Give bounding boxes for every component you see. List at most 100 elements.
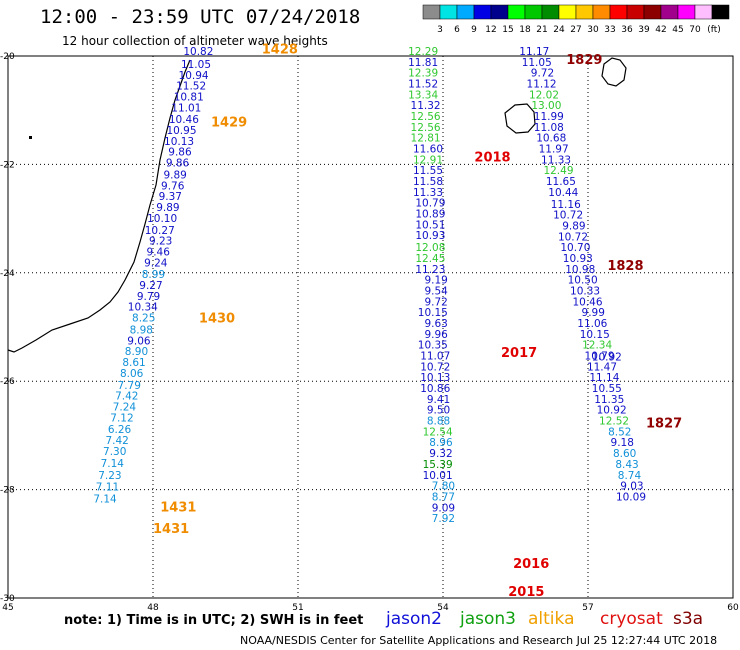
lat-tick-label: -28	[0, 486, 15, 496]
wave-height-values: 10.8211.0510.9411.5210.8111.0110.4610.95…	[93, 46, 646, 525]
scale-label: 36	[621, 25, 633, 35]
scale-label: 21	[536, 25, 547, 35]
swh-value: 9.63	[424, 318, 447, 330]
scale-label: 42	[655, 25, 666, 35]
swh-value: 8.98	[130, 325, 153, 337]
scale-swatch	[439, 4, 458, 20]
swh-value: 11.99	[534, 111, 564, 123]
swh-value: 10.13	[164, 136, 194, 148]
swh-value: 9.86	[166, 158, 190, 170]
swh-value: 9.27	[139, 280, 162, 292]
swh-value: 10.51	[415, 219, 445, 231]
swh-value: 10.13	[420, 372, 450, 384]
scale-label: 15	[502, 25, 513, 35]
swh-value: 12.34	[582, 340, 612, 352]
swh-value: 13.00	[531, 100, 561, 112]
scale-swatch	[660, 4, 679, 20]
swh-value: 10.27	[145, 225, 175, 237]
scale-swatch	[643, 4, 662, 20]
pass-label: 1829	[566, 53, 602, 68]
swh-value: 11.97	[539, 143, 569, 155]
swh-value: 9.50	[427, 405, 450, 417]
swh-value: 7.14	[101, 458, 125, 470]
swh-value: 11.14	[589, 372, 619, 384]
swh-value: 10.92	[592, 352, 622, 364]
swh-value: 7.92	[432, 513, 455, 525]
swh-value: 12.56	[411, 111, 441, 123]
scale-swatch	[456, 4, 475, 20]
pass-label: 1827	[646, 416, 682, 431]
note-text: note: 1) Time is in UTC; 2) SWH is in fe…	[64, 613, 364, 628]
swh-value: 9.89	[156, 202, 179, 214]
swh-value: 9.54	[424, 285, 448, 297]
swh-value: 7.24	[113, 401, 137, 413]
swh-value: 15.39	[423, 459, 453, 471]
swh-value: 10.94	[179, 70, 209, 82]
track-labels: 1428 1429 1430 1431 1431 2018 2017 2016 2015 1829…	[153, 42, 682, 600]
swh-value: 7.12	[110, 412, 133, 424]
swh-value: 9.72	[424, 296, 447, 308]
swh-value: 8.61	[122, 357, 145, 369]
swh-value: 9.32	[429, 448, 452, 460]
swh-value: 10.86	[420, 383, 450, 395]
scale-swatch	[677, 4, 696, 20]
swh-value: 9.23	[149, 236, 172, 248]
scale-label: 3	[437, 25, 443, 35]
swh-value: 13.34	[408, 89, 438, 101]
swh-value: 10.82	[183, 46, 213, 58]
swh-value: 8.60	[613, 448, 636, 460]
swh-value: 11.33	[413, 187, 443, 199]
scale-swatch	[490, 4, 509, 20]
lat-tick-label: -22	[0, 160, 15, 170]
scale-swatch	[473, 4, 492, 20]
swh-value: 10.72	[553, 210, 583, 222]
legend-altika: altika	[528, 609, 575, 629]
scale-unit: (ft)	[707, 25, 721, 35]
swh-value: 9.89	[562, 220, 585, 232]
legend-s3a: s3a	[673, 609, 704, 629]
scale-swatch	[592, 4, 611, 20]
scale-swatch	[694, 4, 713, 20]
swh-value: 7.23	[98, 470, 121, 482]
scale-label: 24	[553, 25, 565, 35]
swh-value: 8.06	[120, 368, 144, 380]
scale-label: 39	[638, 25, 650, 35]
mauritius-island	[601, 57, 627, 87]
swh-value: 8.99	[142, 269, 165, 281]
pass-label: 2018	[474, 151, 510, 166]
swh-value: 10.46	[169, 114, 199, 126]
swh-value: 10.93	[563, 253, 593, 265]
swh-value: 10.50	[568, 275, 598, 287]
swh-value: 11.47	[587, 361, 617, 373]
swh-value: 10.72	[558, 231, 588, 243]
swh-value: 10.10	[147, 213, 177, 225]
swh-value: 11.12	[527, 78, 557, 90]
scale-swatch	[558, 4, 577, 20]
scale-label: 45	[672, 25, 683, 35]
map-subtitle: 12 hour collection of altimeter wave hei…	[62, 34, 328, 48]
swh-value: 9.89	[163, 169, 186, 181]
swh-value: 9.96	[424, 329, 448, 341]
pass-label: 2015	[508, 585, 544, 600]
pass-label: 1428	[262, 42, 298, 57]
swh-value: 7.42	[115, 391, 138, 403]
scale-label: 12	[485, 25, 496, 35]
pass-label: 1431	[153, 522, 189, 537]
scale-label: 6	[454, 25, 460, 35]
swh-value: 12.39	[408, 68, 438, 80]
swh-value: 9.37	[159, 191, 182, 203]
swh-value: 7.30	[103, 446, 126, 458]
swh-value: 7.80	[432, 481, 455, 493]
swh-value: 10.92	[597, 405, 627, 417]
swh-value: 8.52	[608, 426, 631, 438]
map-frame	[7, 55, 734, 599]
swh-value: 9.79	[137, 291, 160, 303]
swh-value: 11.65	[546, 176, 576, 188]
swh-value: 12.49	[543, 165, 573, 177]
scale-label: 18	[519, 25, 531, 35]
pass-label: 2016	[513, 557, 549, 572]
swh-value: 10.98	[565, 264, 595, 276]
lon-tick-label: 57	[582, 603, 593, 613]
madagascar-coast	[7, 59, 191, 353]
